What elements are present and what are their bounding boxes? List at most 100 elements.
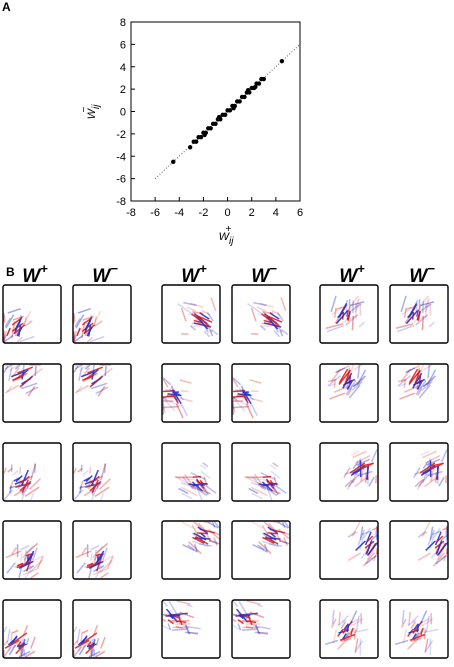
receptive-segment	[353, 451, 367, 457]
receptive-segment	[203, 463, 208, 467]
header-sup: −	[110, 261, 118, 276]
point	[213, 122, 217, 126]
receptive-segment	[335, 368, 344, 373]
receptive-segment	[277, 312, 283, 321]
receptive-segment	[78, 309, 91, 313]
receptive-segment	[105, 464, 106, 473]
receptive-segment	[422, 316, 423, 330]
y-tick-label: -6	[116, 174, 126, 186]
receptive-segment	[25, 550, 26, 564]
x-tick-label: -8	[126, 207, 136, 219]
receptive-segment	[180, 380, 192, 383]
column-header: W+	[22, 261, 48, 287]
receptive-segment	[423, 451, 437, 457]
receptive-segment	[35, 366, 36, 376]
ylabel-label: Wij−	[79, 104, 102, 120]
receptive-segment	[242, 629, 257, 630]
panel-label: A	[2, 0, 11, 14]
receptive-segment	[271, 471, 280, 478]
receptive-segment	[76, 315, 84, 328]
point	[202, 133, 206, 137]
panel-frame	[390, 600, 448, 658]
receptive-segment	[441, 450, 447, 463]
receptive-segment	[329, 393, 344, 399]
column-header: W+	[339, 261, 365, 287]
receptive-segment	[74, 490, 83, 500]
header-sup: −	[427, 261, 435, 276]
receptive-segment	[19, 479, 21, 489]
receptive-segment	[250, 380, 262, 383]
receptive-segment	[74, 627, 77, 633]
point	[257, 81, 261, 85]
receptive-segment	[6, 315, 14, 328]
receptive-segment	[89, 479, 91, 489]
receptive-segment	[233, 619, 236, 621]
receptive-segment	[31, 573, 39, 578]
receptive-segment	[182, 493, 193, 498]
receptive-segment	[74, 468, 76, 473]
receptive-segment	[354, 365, 362, 370]
receptive-segment	[83, 470, 89, 475]
receptive-segment	[233, 601, 237, 607]
receptive-segment	[4, 468, 6, 473]
header-sup: +	[357, 261, 365, 276]
receptive-segment	[163, 398, 175, 411]
receptive-segment	[395, 641, 408, 645]
receptive-segment	[281, 298, 286, 311]
receptive-segment	[431, 553, 435, 559]
receptive-segment	[27, 638, 29, 645]
receptive-segment	[247, 601, 261, 604]
receptive-segment	[252, 493, 263, 498]
panel-label: B	[6, 265, 15, 279]
point	[231, 106, 235, 110]
receptive-segment	[418, 553, 431, 560]
column-header: W−	[92, 261, 118, 287]
receptive-segment	[201, 471, 210, 478]
panel-frame	[320, 600, 378, 658]
receptive-segment	[91, 553, 92, 561]
point	[253, 85, 257, 89]
point	[194, 140, 198, 144]
receptive-segment	[187, 605, 193, 607]
receptive-segment	[335, 309, 337, 318]
point	[246, 88, 250, 92]
x-tick-label: 2	[249, 207, 255, 219]
x-tick-label: 0	[225, 207, 231, 219]
receptive-segment	[31, 493, 34, 500]
receptive-segment	[252, 308, 256, 321]
receptive-segment	[91, 546, 99, 550]
receptive-segment	[21, 546, 29, 550]
ylabel-sub: ij	[91, 104, 102, 109]
receptive-segment	[105, 366, 106, 376]
y-tick-label: -2	[116, 129, 126, 141]
receptive-segment	[4, 490, 13, 500]
receptive-segment	[359, 322, 364, 327]
receptive-segment	[13, 470, 19, 475]
receptive-segment	[361, 553, 365, 559]
receptive-segment	[93, 365, 94, 370]
receptive-segment	[185, 632, 198, 633]
y-tick-label: 0	[120, 107, 126, 119]
y-tick-label: 8	[120, 17, 126, 29]
header-sup: +	[199, 261, 207, 276]
receptive-segment	[22, 376, 33, 386]
receptive-segment	[257, 605, 263, 607]
receptive-segment	[180, 398, 193, 401]
receptive-segment	[163, 619, 166, 621]
receptive-segment	[81, 632, 82, 642]
point	[262, 77, 266, 81]
xlabel-sup: +	[225, 224, 231, 235]
receptive-segment	[405, 309, 407, 318]
receptive-segment	[399, 393, 414, 399]
point	[237, 99, 241, 103]
receptive-segment	[424, 629, 425, 639]
receptive-segment	[325, 641, 338, 645]
point	[208, 126, 212, 130]
point	[188, 145, 192, 149]
receptive-segment	[177, 601, 191, 604]
column-header: W+	[181, 261, 207, 287]
column-header: W−	[409, 261, 435, 287]
receptive-segment	[352, 316, 353, 330]
receptive-segment	[7, 563, 16, 573]
receptive-segment	[273, 522, 280, 523]
